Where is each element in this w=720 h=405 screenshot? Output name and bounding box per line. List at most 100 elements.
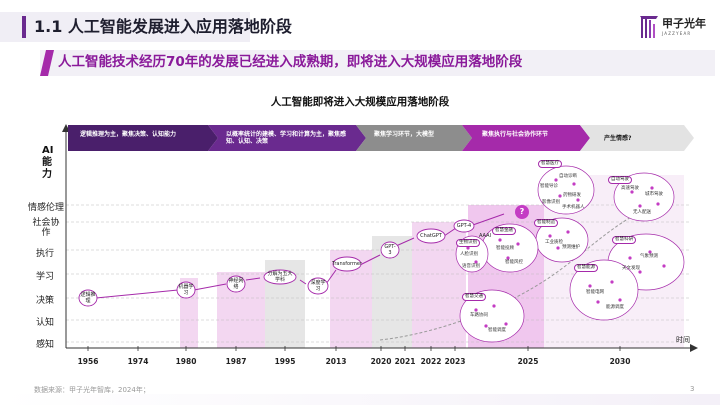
x-tick-2023: 2023 — [444, 357, 466, 366]
y-level-learn: 学习 — [35, 272, 54, 282]
stage-question-icon — [515, 205, 529, 219]
future-curve — [379, 211, 641, 341]
y-level-exec: 执行 — [35, 249, 54, 259]
cluster-title-sci: 智慧科研 — [612, 236, 636, 244]
app-label: 高速驾驶 — [621, 186, 639, 191]
app-label: 自动诊断 — [559, 174, 577, 179]
stage-label-five: 分解为五大学科 — [267, 271, 293, 283]
cluster-energy — [569, 259, 639, 321]
phase-chevron-5 — [580, 125, 694, 151]
subtitle-bar — [40, 50, 715, 76]
x-tick-1956: 1956 — [77, 357, 99, 366]
phase-chevron-1 — [68, 125, 218, 151]
cluster-title-auto: 自动驾驶 — [608, 176, 632, 184]
x-tick-1980: 1980 — [175, 357, 197, 366]
stage-label-ml: 机器学习 — [178, 284, 194, 296]
cluster-traffic — [459, 289, 525, 343]
app-label: 药物研发 — [563, 193, 581, 198]
stage-label-gpt4: GPT-4 — [456, 223, 472, 229]
y-axis-title: AI能力 — [42, 145, 54, 180]
stage-label-dl: 深度学习 — [310, 280, 326, 292]
stage-ml — [176, 281, 196, 299]
source-note: 数据来源：甲子光年智库，2024年； — [34, 386, 150, 394]
cluster-title-mfg: 智能制造 — [534, 219, 558, 227]
x-tick-2020: 2020 — [370, 357, 392, 366]
trend-path — [95, 213, 505, 299]
stage-nn — [226, 275, 246, 293]
phase-label-3: 聚焦学习环节，大模型 — [374, 131, 435, 138]
logo-name: 甲子光年 — [662, 17, 706, 30]
x-tick-2021: 2021 — [394, 357, 416, 366]
app-label: 车路协同 — [470, 313, 488, 318]
app-label: 工业质检 — [545, 240, 563, 245]
stage-gpt3 — [380, 241, 400, 259]
app-label: 智能投顾 — [496, 246, 514, 251]
app-label: 影像识别 — [542, 200, 560, 205]
stage-label-nn: 神经网络 — [228, 278, 244, 290]
stage-label-question: ? — [519, 207, 525, 216]
x-ticks — [87, 346, 621, 351]
app-label: 气象预测 — [640, 254, 658, 259]
x-tick-1995: 1995 — [274, 357, 296, 366]
logo-mark-icon — [640, 16, 658, 38]
subtitle: 人工智能技术经历70年的发展已经进入成熟期，即将进入大规模应用落地阶段 — [58, 54, 523, 70]
stage-label-chatgpt: ChatGPT — [420, 233, 442, 239]
stage-five — [263, 269, 297, 285]
y-level-cognition: 认知 — [35, 318, 54, 328]
cluster-title-bio: 生物识别 — [456, 239, 480, 247]
cluster-title-medical: 智慧医疗 — [538, 160, 562, 168]
logo-sub: JAZZYEAR — [662, 31, 692, 36]
stage-label-aaai: AAAI — [478, 233, 491, 239]
phase-chevron-2 — [208, 125, 366, 151]
app-label: 城市驾驶 — [645, 192, 663, 197]
app-label: 能源调度 — [606, 305, 624, 310]
y-level-perception: 感知 — [35, 340, 54, 350]
stage-label-transformer: Transformer — [332, 261, 363, 267]
stage-label-gpt3: GPT-3 — [384, 244, 396, 256]
x-axis-title: 时间 — [676, 336, 690, 344]
brand-logo: 甲子光年 JAZZYEAR — [640, 14, 710, 44]
phase-label-2: 以概率统计的建模、学习和计算为主，聚焦感知、认知、决策 — [226, 131, 347, 145]
phase-chevron-4 — [462, 125, 590, 151]
app-label: 语音识别 — [462, 264, 480, 269]
cluster-auto — [613, 172, 675, 222]
app-label: 智能电网 — [586, 290, 604, 295]
subtitle-slash-icon — [40, 50, 54, 76]
cluster-medical — [537, 165, 595, 215]
y-level-emotion: 情感伦理 — [27, 203, 64, 213]
x-tick-1987: 1987 — [225, 357, 247, 366]
y-level-social: 社会协作 — [32, 218, 60, 238]
phase-label-4: 聚焦执行与社会协作环节 — [482, 131, 549, 138]
footer-bar — [0, 394, 720, 405]
chart-title: 人工智能即将进入大规模应用落地阶段 — [270, 96, 450, 108]
stage-chatgpt — [416, 228, 446, 244]
x-tick-2025: 2025 — [517, 357, 539, 366]
phase-label-5: 产生情感? — [604, 135, 632, 142]
stage-label-logic: 逻辑推理 — [80, 292, 96, 304]
stage-transformer — [332, 256, 362, 272]
app-label: 手术机器人 — [562, 205, 585, 210]
cluster-title-energy: 智慧能源 — [574, 264, 598, 272]
app-label: 预测维护 — [562, 245, 580, 250]
phase-chevron-3 — [356, 125, 472, 151]
page-number: 3 — [690, 385, 695, 393]
cluster-title-fin: 智慧金融 — [492, 227, 516, 235]
app-label: 人脸识别 — [460, 252, 478, 257]
app-label: 智能导诊 — [540, 184, 558, 189]
title-bar — [0, 12, 250, 42]
cluster-title-traffic: 智慧交通 — [462, 293, 486, 301]
x-tick-1974: 1974 — [127, 357, 149, 366]
app-label: 天文发现 — [622, 266, 640, 271]
y-level-decision: 决策 — [35, 296, 54, 306]
x-tick-2013: 2013 — [325, 357, 347, 366]
title-accent — [22, 16, 26, 38]
stage-logic — [78, 289, 98, 307]
app-label: 智能风控 — [505, 260, 523, 265]
x-tick-2022: 2022 — [420, 357, 442, 366]
app-label: 智能调度 — [488, 328, 506, 333]
x-tick-2030: 2030 — [609, 357, 631, 366]
app-label: 无人配送 — [633, 210, 651, 215]
page-title: 1.1 人工智能发展进入应用落地阶段 — [34, 17, 292, 36]
